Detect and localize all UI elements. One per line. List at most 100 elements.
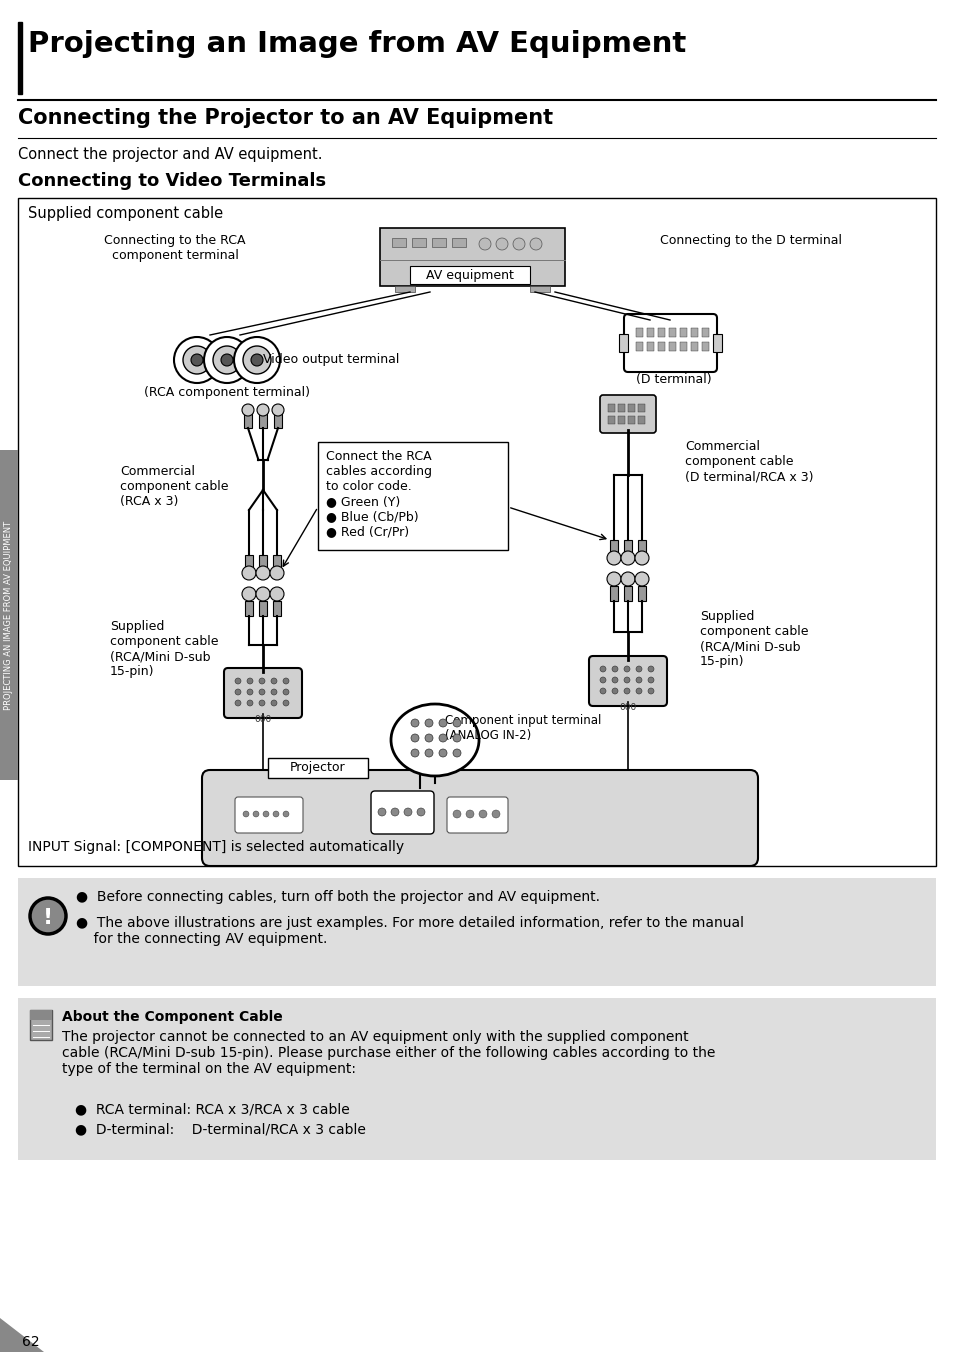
Ellipse shape bbox=[391, 704, 478, 776]
Circle shape bbox=[377, 808, 386, 817]
Bar bbox=[245, 556, 253, 571]
Circle shape bbox=[647, 667, 654, 672]
Circle shape bbox=[623, 667, 629, 672]
Circle shape bbox=[623, 688, 629, 694]
Text: 62: 62 bbox=[22, 1334, 40, 1349]
Circle shape bbox=[273, 811, 278, 817]
Text: Connecting the Projector to an AV Equipment: Connecting the Projector to an AV Equipm… bbox=[18, 108, 553, 128]
Circle shape bbox=[283, 690, 289, 695]
Text: Video output terminal: Video output terminal bbox=[263, 353, 399, 366]
Circle shape bbox=[263, 811, 269, 817]
Bar bbox=[658, 329, 664, 337]
Bar bbox=[244, 410, 252, 429]
Bar bbox=[18, 22, 22, 95]
Circle shape bbox=[256, 404, 269, 416]
Bar bbox=[274, 410, 282, 429]
Circle shape bbox=[173, 337, 220, 383]
Bar bbox=[618, 416, 624, 425]
Circle shape bbox=[612, 688, 618, 694]
Polygon shape bbox=[0, 1318, 44, 1352]
FancyBboxPatch shape bbox=[588, 656, 666, 706]
FancyBboxPatch shape bbox=[202, 771, 758, 867]
Circle shape bbox=[271, 677, 276, 684]
Bar bbox=[18, 197, 935, 867]
Text: Commercial
component cable
(D terminal/RCA x 3): Commercial component cable (D terminal/R… bbox=[684, 439, 813, 483]
Circle shape bbox=[247, 700, 253, 706]
Circle shape bbox=[234, 677, 241, 684]
Bar bbox=[379, 228, 564, 287]
FancyBboxPatch shape bbox=[234, 796, 303, 833]
Circle shape bbox=[283, 811, 289, 817]
Bar bbox=[30, 1010, 52, 1019]
Circle shape bbox=[438, 719, 447, 727]
Bar bbox=[668, 329, 676, 337]
Bar bbox=[638, 416, 644, 425]
Text: Connecting to the D terminal: Connecting to the D terminal bbox=[659, 234, 841, 247]
Bar bbox=[317, 442, 507, 550]
Circle shape bbox=[636, 677, 641, 683]
Circle shape bbox=[424, 719, 433, 727]
Circle shape bbox=[242, 404, 253, 416]
Circle shape bbox=[242, 587, 255, 602]
Circle shape bbox=[221, 354, 233, 366]
Bar bbox=[638, 585, 645, 602]
Circle shape bbox=[636, 667, 641, 672]
Circle shape bbox=[453, 719, 460, 727]
Bar bbox=[432, 238, 446, 247]
Bar bbox=[638, 404, 644, 412]
Circle shape bbox=[411, 734, 418, 742]
Text: ●  Before connecting cables, turn off both the projector and AV equipment.: ● Before connecting cables, turn off bot… bbox=[76, 890, 599, 904]
Circle shape bbox=[251, 354, 263, 366]
Circle shape bbox=[243, 811, 249, 817]
Bar bbox=[609, 585, 618, 602]
Bar bbox=[646, 329, 654, 337]
Text: (D terminal): (D terminal) bbox=[636, 373, 711, 387]
Circle shape bbox=[478, 238, 491, 250]
Circle shape bbox=[213, 346, 241, 375]
Circle shape bbox=[204, 337, 250, 383]
Bar bbox=[18, 998, 935, 1160]
Circle shape bbox=[453, 810, 460, 818]
Text: 000: 000 bbox=[618, 703, 636, 713]
Bar bbox=[0, 450, 18, 780]
Circle shape bbox=[647, 677, 654, 683]
Bar bbox=[245, 602, 253, 617]
Circle shape bbox=[258, 677, 265, 684]
Circle shape bbox=[253, 811, 258, 817]
Bar bbox=[618, 334, 627, 352]
Circle shape bbox=[424, 749, 433, 757]
FancyBboxPatch shape bbox=[371, 791, 434, 834]
Circle shape bbox=[247, 677, 253, 684]
Circle shape bbox=[635, 572, 648, 585]
FancyBboxPatch shape bbox=[224, 668, 302, 718]
Bar bbox=[679, 342, 686, 352]
Bar bbox=[410, 266, 530, 284]
Bar bbox=[636, 329, 642, 337]
Text: Supplied
component cable
(RCA/Mini D-sub
15-pin): Supplied component cable (RCA/Mini D-sub… bbox=[700, 610, 807, 668]
Text: Connecting to Video Terminals: Connecting to Video Terminals bbox=[18, 172, 326, 191]
Bar bbox=[646, 342, 654, 352]
Circle shape bbox=[478, 810, 486, 818]
Bar bbox=[30, 1010, 52, 1040]
Bar bbox=[627, 404, 635, 412]
Text: (RCA component terminal): (RCA component terminal) bbox=[144, 387, 310, 399]
Bar bbox=[395, 287, 415, 292]
Bar bbox=[636, 342, 642, 352]
Text: Supplied component cable: Supplied component cable bbox=[28, 206, 223, 220]
Bar bbox=[452, 238, 465, 247]
Circle shape bbox=[183, 346, 211, 375]
Text: INPUT Signal: [COMPONENT] is selected automatically: INPUT Signal: [COMPONENT] is selected au… bbox=[28, 840, 404, 854]
Circle shape bbox=[411, 749, 418, 757]
Text: AV equipment: AV equipment bbox=[426, 269, 514, 281]
Bar bbox=[618, 404, 624, 412]
Bar bbox=[607, 416, 615, 425]
Bar bbox=[679, 329, 686, 337]
Bar bbox=[623, 585, 631, 602]
Bar bbox=[607, 404, 615, 412]
Circle shape bbox=[411, 719, 418, 727]
Bar bbox=[690, 342, 698, 352]
Circle shape bbox=[255, 566, 270, 580]
Bar bbox=[273, 556, 281, 571]
Bar bbox=[627, 416, 635, 425]
Text: PROJECTING AN IMAGE FROM AV EQUIPMENT: PROJECTING AN IMAGE FROM AV EQUIPMENT bbox=[5, 521, 13, 710]
